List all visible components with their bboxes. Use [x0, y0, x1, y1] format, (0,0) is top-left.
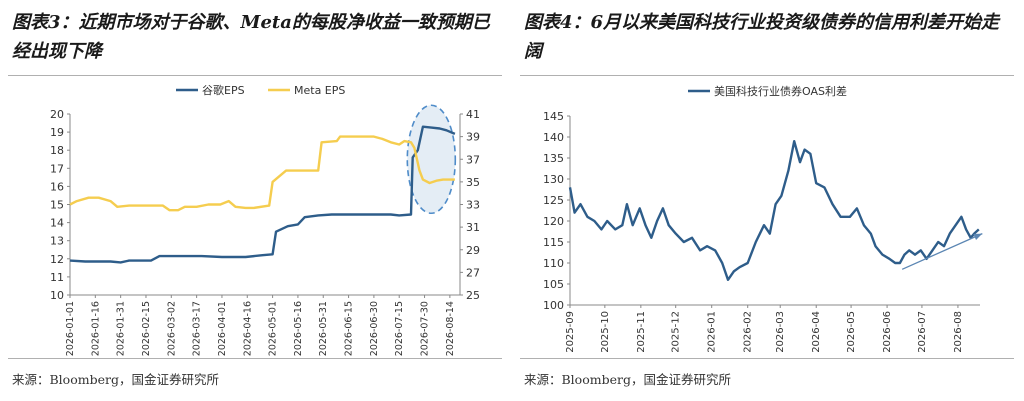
y-tick-label: 11	[50, 271, 64, 284]
y-tick-label: 115	[543, 236, 564, 249]
oas-chart: 100 105 110 115 120 125 130 135 140 145 2025-09 202…	[543, 84, 983, 353]
y2-tick-label: 37	[466, 153, 480, 166]
y2-tick-label: 39	[466, 131, 480, 144]
series-line-0	[568, 140, 980, 281]
x-tick-label: 2025-10	[600, 311, 611, 353]
top-divider	[8, 75, 502, 76]
chart-title: 图表3：近期市场对于谷歌、Meta的每股净收益一致预期已经出现下降	[12, 12, 490, 62]
x-tick-label: 2026-03-17	[192, 301, 203, 356]
x-tick-label: 2026-04-01	[217, 301, 228, 356]
y-tick-label: 13	[50, 235, 64, 248]
x-tick-label: 2025-12	[671, 311, 682, 353]
series-line-1	[69, 135, 455, 212]
y-tick-label: 110	[543, 257, 564, 270]
eps-chart: 10 11 12 13 14 15 16 17 18 19 20 25 27 29 31 33 35 37 39 41…	[50, 83, 480, 356]
trend-arrow	[901, 233, 983, 270]
x-tick-label: 2025-09	[565, 311, 576, 353]
x-tick-label: 2026-01	[707, 311, 718, 353]
x-tick-label: 2026-01-16	[90, 301, 101, 356]
y-tick-label: 10	[50, 289, 64, 302]
x-tick-label: 2026-08	[953, 311, 964, 353]
y-tick-label: 140	[543, 131, 564, 144]
y-tick-label: 100	[543, 299, 564, 312]
x-tick-label: 2026-02-15	[141, 301, 152, 356]
series-line-0	[69, 125, 456, 264]
x-tick-label: 2026-06-30	[369, 301, 380, 356]
y-tick-label: 105	[543, 278, 564, 291]
x-tick-label: 2026-06	[882, 311, 893, 353]
x-tick-label: 2026-03-02	[166, 301, 177, 356]
y2-tick-label: 25	[466, 289, 480, 302]
x-tick-label: 2026-08-14	[445, 301, 456, 356]
highlight-ellipse	[406, 104, 457, 215]
bottom-divider	[8, 358, 502, 359]
y-tick-label: 120	[543, 215, 564, 228]
trend-arrowhead	[973, 233, 983, 241]
x-tick-label: 2026-04-16	[242, 301, 253, 356]
chart-panel-oas: 图表4：6月以来美国科技行业投资级债券的信用利差开始走阔 100 105 110 11…	[520, 0, 1018, 401]
y-tick-label: 19	[50, 126, 64, 139]
source-note: 来源：Bloomberg，国金证券研究所	[12, 372, 219, 387]
chart-panel-eps: 图表3：近期市场对于谷歌、Meta的每股净收益一致预期已经出现下降 10 11 12…	[8, 0, 506, 401]
x-tick-label: 2026-02	[743, 311, 754, 353]
y2-tick-label: 35	[466, 176, 480, 189]
x-tick-label: 2026-06-15	[344, 301, 355, 356]
y2-tick-label: 31	[466, 221, 480, 234]
y2-tick-label: 41	[466, 108, 480, 121]
x-tick-label: 2026-05-31	[318, 301, 329, 356]
y2-tick-label: 33	[466, 199, 480, 212]
x-tick-label: 2026-05	[846, 311, 857, 353]
y-tick-label: 14	[50, 217, 64, 230]
y-tick-label: 20	[50, 108, 64, 121]
legend-label: Meta EPS	[294, 84, 345, 97]
y2-tick-label: 27	[466, 266, 480, 279]
chart-title: 图表4：6月以来美国科技行业投资级债券的信用利差开始走阔	[524, 12, 1000, 62]
y2-tick-label: 29	[466, 244, 480, 257]
x-tick-label: 2026-05-01	[268, 301, 279, 356]
y-tick-label: 125	[543, 194, 564, 207]
x-tick-label: 2026-03	[775, 311, 786, 353]
source-note: 来源：Bloomberg，国金证券研究所	[524, 372, 731, 387]
x-tick-label: 2026-04	[811, 311, 822, 353]
y-tick-label: 18	[50, 144, 64, 157]
y-tick-label: 15	[50, 199, 64, 212]
x-tick-label: 2026-01-31	[116, 301, 127, 356]
x-tick-label: 2025-11	[636, 311, 647, 353]
bottom-divider	[520, 358, 1014, 359]
x-tick-label: 2026-07-15	[394, 301, 405, 356]
x-tick-label: 2026-01-01	[65, 301, 76, 356]
legend-label: 美国科技行业债券OAS利差	[714, 84, 847, 98]
x-tick-label: 2026-05-16	[293, 301, 304, 356]
legend-label: 谷歌EPS	[202, 83, 245, 97]
y-tick-label: 130	[543, 173, 564, 186]
x-tick-label: 2026-07	[917, 311, 928, 353]
top-divider	[520, 75, 1014, 76]
y-tick-label: 17	[50, 162, 64, 175]
y-tick-label: 145	[543, 110, 564, 123]
y-tick-label: 16	[50, 180, 64, 193]
y-tick-label: 135	[543, 152, 564, 165]
x-tick-label: 2026-07-30	[420, 301, 431, 356]
y-tick-label: 12	[50, 253, 64, 266]
